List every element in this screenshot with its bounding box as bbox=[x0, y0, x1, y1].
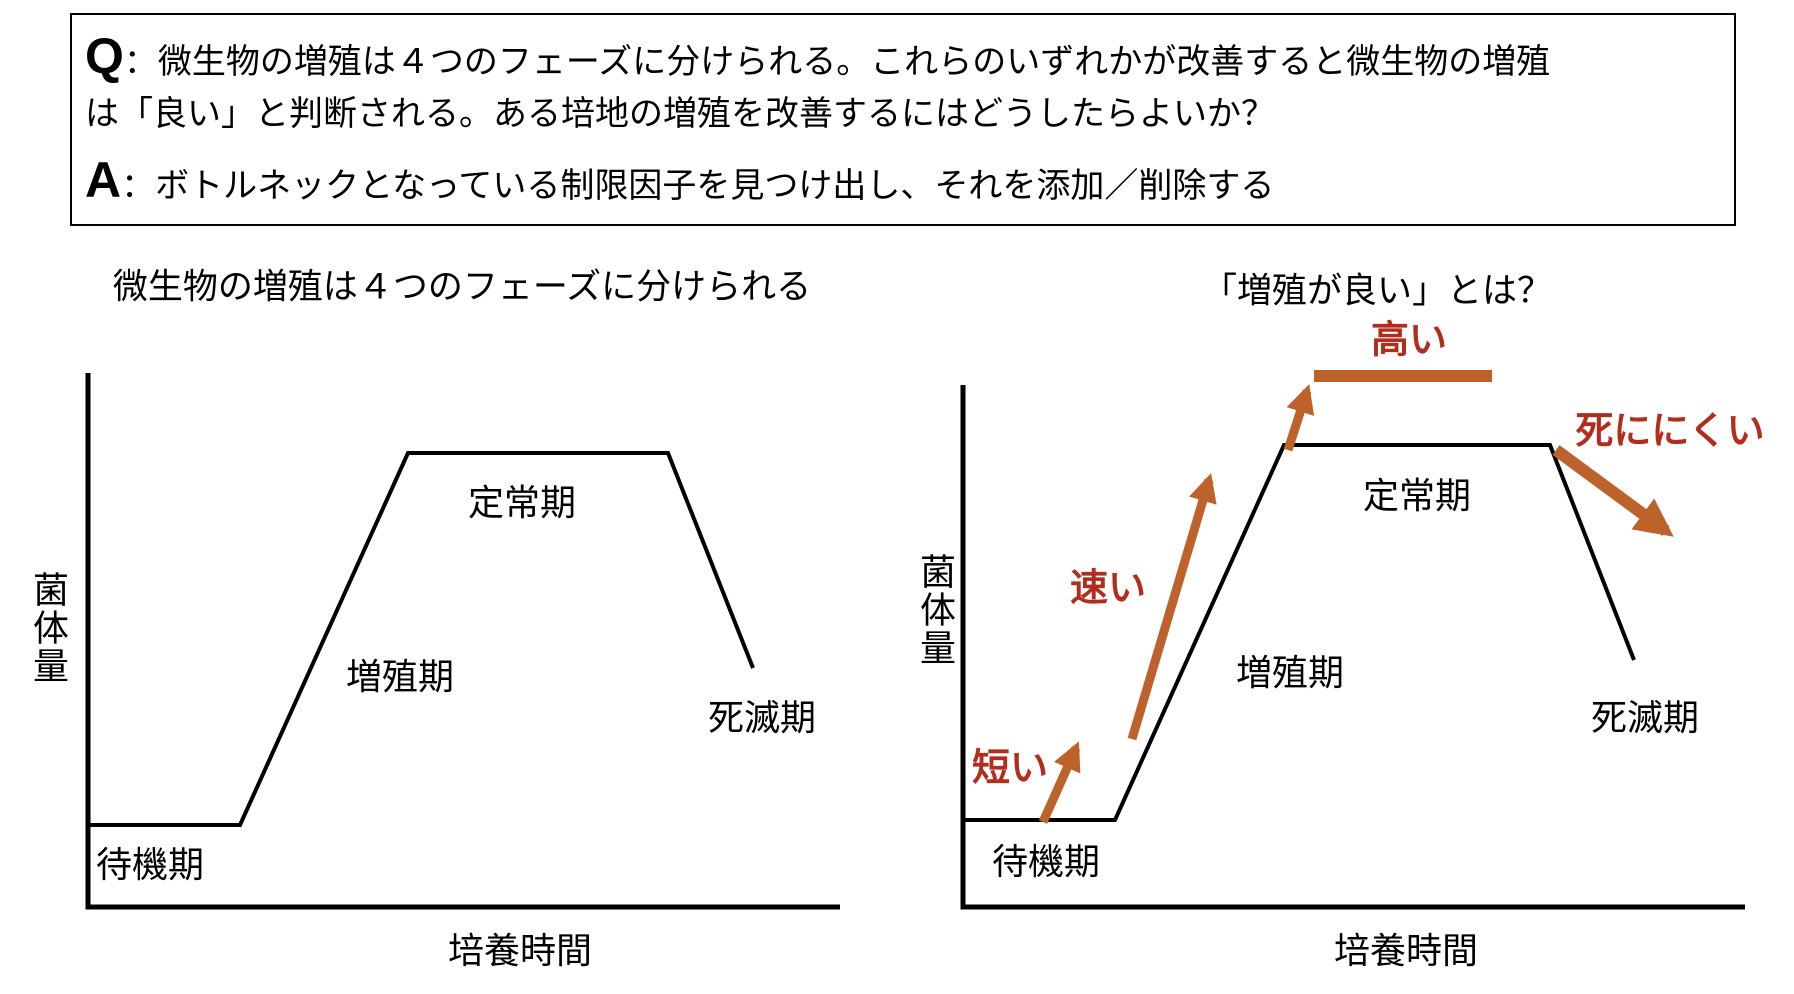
annotation-lag-short: 短い bbox=[971, 747, 1049, 790]
right-chart-axes bbox=[960, 385, 1745, 910]
right-x-axis-label: 培養時間 bbox=[1333, 930, 1479, 971]
right-growth-curve bbox=[965, 443, 1636, 822]
right-phase-stationary: 定常期 bbox=[1362, 475, 1472, 516]
right-phase-lag: 待機期 bbox=[991, 841, 1101, 882]
answer-line: A：ボトルネックとなっている制限因子を見つけ出し、それを添加／削除する bbox=[85, 154, 1724, 212]
short-lag-arrow-icon bbox=[1038, 741, 1081, 824]
slow-death-arrow-icon bbox=[1552, 445, 1674, 537]
left-phase-growth: 増殖期 bbox=[345, 656, 455, 697]
high-plateau-bar bbox=[1314, 370, 1492, 382]
annotation-death-resistant: 死ににくい bbox=[1575, 410, 1765, 453]
left-x-axis-label: 培養時間 bbox=[447, 930, 593, 971]
qa-box: Q：微生物の増殖は４つのフェーズに分けられる。これらのいずれかが改善すると微生物… bbox=[70, 13, 1736, 226]
answer-letter: A bbox=[85, 152, 122, 208]
annotation-growth-fast: 速い bbox=[1069, 567, 1147, 610]
left-y-axis-label: 菌体量 bbox=[28, 571, 69, 685]
answer-colon: ： bbox=[121, 167, 156, 205]
left-phase-stationary: 定常期 bbox=[467, 482, 577, 523]
fast-growth-arrow-icon bbox=[1127, 473, 1217, 741]
question-line-2: は「良い」と判断される。ある培地の増殖を改善するにはどうしたらよいか？ bbox=[85, 88, 1724, 140]
right-phase-growth: 増殖期 bbox=[1235, 652, 1345, 693]
annotation-stationary-high: 高い bbox=[1370, 319, 1448, 362]
question-letter: Q bbox=[85, 28, 124, 84]
right-phase-death: 死滅期 bbox=[1590, 697, 1700, 738]
question-text-part2: は「良い」と判断される。ある培地の増殖を改善するにはどうしたらよいか？ bbox=[85, 95, 1275, 133]
right-chart-title: 「増殖が良い」とは？ bbox=[1201, 271, 1553, 311]
answer-text: ボトルネックとなっている制限因子を見つけ出し、それを添加／削除する bbox=[155, 167, 1275, 205]
right-y-axis-label: 菌体量 bbox=[915, 553, 956, 667]
question-text-part1: 微生物の増殖は４つのフェーズに分けられる。これらのいずれかが改善すると微生物の増… bbox=[157, 43, 1551, 81]
question-colon: ： bbox=[123, 43, 158, 81]
question-line-1: Q：微生物の増殖は４つのフェーズに分けられる。これらのいずれかが改善すると微生物… bbox=[85, 30, 1724, 88]
left-growth-curve bbox=[90, 451, 755, 827]
left-chart-title: 微生物の増殖は４つのフェーズに分けられる bbox=[112, 267, 812, 307]
higher-plateau-arrow-icon bbox=[1283, 384, 1315, 452]
left-phase-lag: 待機期 bbox=[95, 844, 205, 885]
left-phase-death: 死滅期 bbox=[707, 697, 817, 738]
left-chart-axes bbox=[85, 373, 840, 910]
